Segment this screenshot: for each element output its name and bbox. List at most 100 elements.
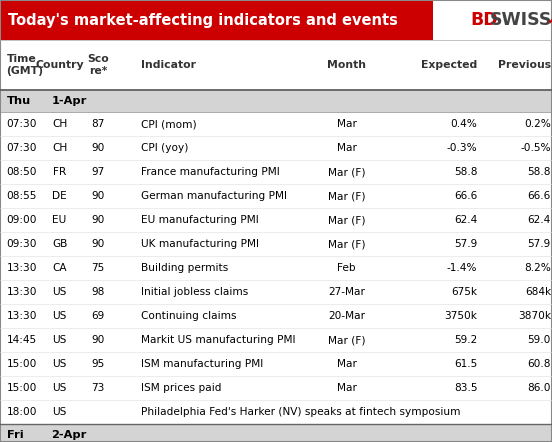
Text: CH: CH [52,143,67,153]
Text: Thu: Thu [7,96,31,106]
Text: Mar: Mar [337,143,357,153]
Text: US: US [52,335,67,345]
Text: 98: 98 [92,287,105,297]
Text: 60.8: 60.8 [527,359,551,369]
Text: Month: Month [327,60,366,70]
Text: 13:30: 13:30 [7,287,37,297]
Text: ISM prices paid: ISM prices paid [141,383,221,393]
Text: BD: BD [470,11,498,29]
Text: 3870k: 3870k [518,311,551,321]
Text: DE: DE [52,191,67,201]
Bar [0,112,552,136]
Text: ISM manufacturing PMI: ISM manufacturing PMI [141,359,263,369]
Text: 2-Apr: 2-Apr [51,430,87,440]
Text: US: US [52,383,67,393]
Text: Sco
re*: Sco re* [87,54,109,76]
Text: 13:30: 13:30 [7,311,37,321]
Text: 14:45: 14:45 [7,335,37,345]
Text: GB: GB [52,239,67,249]
Text: US: US [52,287,67,297]
Text: France manufacturing PMI: France manufacturing PMI [141,167,279,177]
Text: 15:00: 15:00 [7,359,37,369]
Text: CPI (yoy): CPI (yoy) [141,143,188,153]
Text: Initial jobless claims: Initial jobless claims [141,287,248,297]
Text: 97: 97 [92,167,105,177]
Bar [433,0,552,40]
Text: 66.6: 66.6 [528,191,551,201]
Text: 87: 87 [92,119,105,129]
Text: EU: EU [52,215,67,225]
Text: German manufacturing PMI: German manufacturing PMI [141,191,286,201]
Text: 90: 90 [92,191,105,201]
Text: CA: CA [52,263,67,273]
Bar [0,376,552,400]
Text: 13:30: 13:30 [7,263,37,273]
Text: 66.6: 66.6 [454,191,477,201]
Text: 90: 90 [92,335,105,345]
Text: 59.0: 59.0 [528,335,551,345]
Text: Building permits: Building permits [141,263,228,273]
Bar [0,256,552,280]
Text: -0.3%: -0.3% [447,143,477,153]
Bar [0,304,552,328]
Text: 1-Apr: 1-Apr [51,96,87,106]
Text: Continuing claims: Continuing claims [141,311,236,321]
Text: Mar: Mar [337,383,357,393]
Text: 86.0: 86.0 [527,383,551,393]
Text: 62.4: 62.4 [454,215,477,225]
Text: 27-Mar: 27-Mar [328,287,365,297]
Text: 09:00: 09:00 [7,215,37,225]
Text: US: US [52,407,67,417]
Text: FR: FR [53,167,66,177]
Text: 18:00: 18:00 [7,407,37,417]
Text: Mar: Mar [337,359,357,369]
Text: 90: 90 [92,143,105,153]
Text: Mar (F): Mar (F) [328,239,365,249]
Text: 90: 90 [92,215,105,225]
Bar [0,208,552,232]
Text: 58.8: 58.8 [454,167,477,177]
Text: Fri: Fri [7,430,23,440]
Text: UK manufacturing PMI: UK manufacturing PMI [141,239,259,249]
Text: 3750k: 3750k [444,311,477,321]
Text: 0.4%: 0.4% [450,119,477,129]
Text: 09:30: 09:30 [7,239,37,249]
Text: -0.5%: -0.5% [521,143,551,153]
Bar [0,160,552,184]
Text: Mar (F): Mar (F) [328,167,365,177]
Bar [0,400,552,424]
Text: 07:30: 07:30 [7,143,37,153]
Bar [0,184,552,208]
Text: 90: 90 [92,239,105,249]
Bar [0,328,552,352]
Text: Country: Country [35,60,84,70]
Text: 684k: 684k [525,287,551,297]
Text: 08:55: 08:55 [7,191,37,201]
Text: 57.9: 57.9 [454,239,477,249]
Text: 0.2%: 0.2% [524,119,551,129]
Text: 57.9: 57.9 [528,239,551,249]
Text: Indicator: Indicator [141,60,196,70]
Text: EU manufacturing PMI: EU manufacturing PMI [141,215,258,225]
Text: CPI (mom): CPI (mom) [141,119,197,129]
Text: 07:30: 07:30 [7,119,37,129]
Text: 675k: 675k [452,287,477,297]
Text: -1.4%: -1.4% [447,263,477,273]
Text: Today's market-affecting indicators and events: Today's market-affecting indicators and … [8,12,397,27]
Bar [0,232,552,256]
Text: 75: 75 [92,263,105,273]
Text: 58.8: 58.8 [527,167,551,177]
Text: 8.2%: 8.2% [524,263,551,273]
Text: CH: CH [52,119,67,129]
Text: 95: 95 [92,359,105,369]
Bar [0,280,552,304]
Text: 15:00: 15:00 [7,383,37,393]
Text: Mar: Mar [337,119,357,129]
Bar [0,352,552,376]
Bar [0,0,552,40]
Text: Mar (F): Mar (F) [328,191,365,201]
Text: Feb: Feb [337,263,356,273]
Text: Philadelphia Fed's Harker (NV) speaks at fintech symposium: Philadelphia Fed's Harker (NV) speaks at… [141,407,460,417]
Bar [0,90,552,112]
Text: Mar (F): Mar (F) [328,215,365,225]
